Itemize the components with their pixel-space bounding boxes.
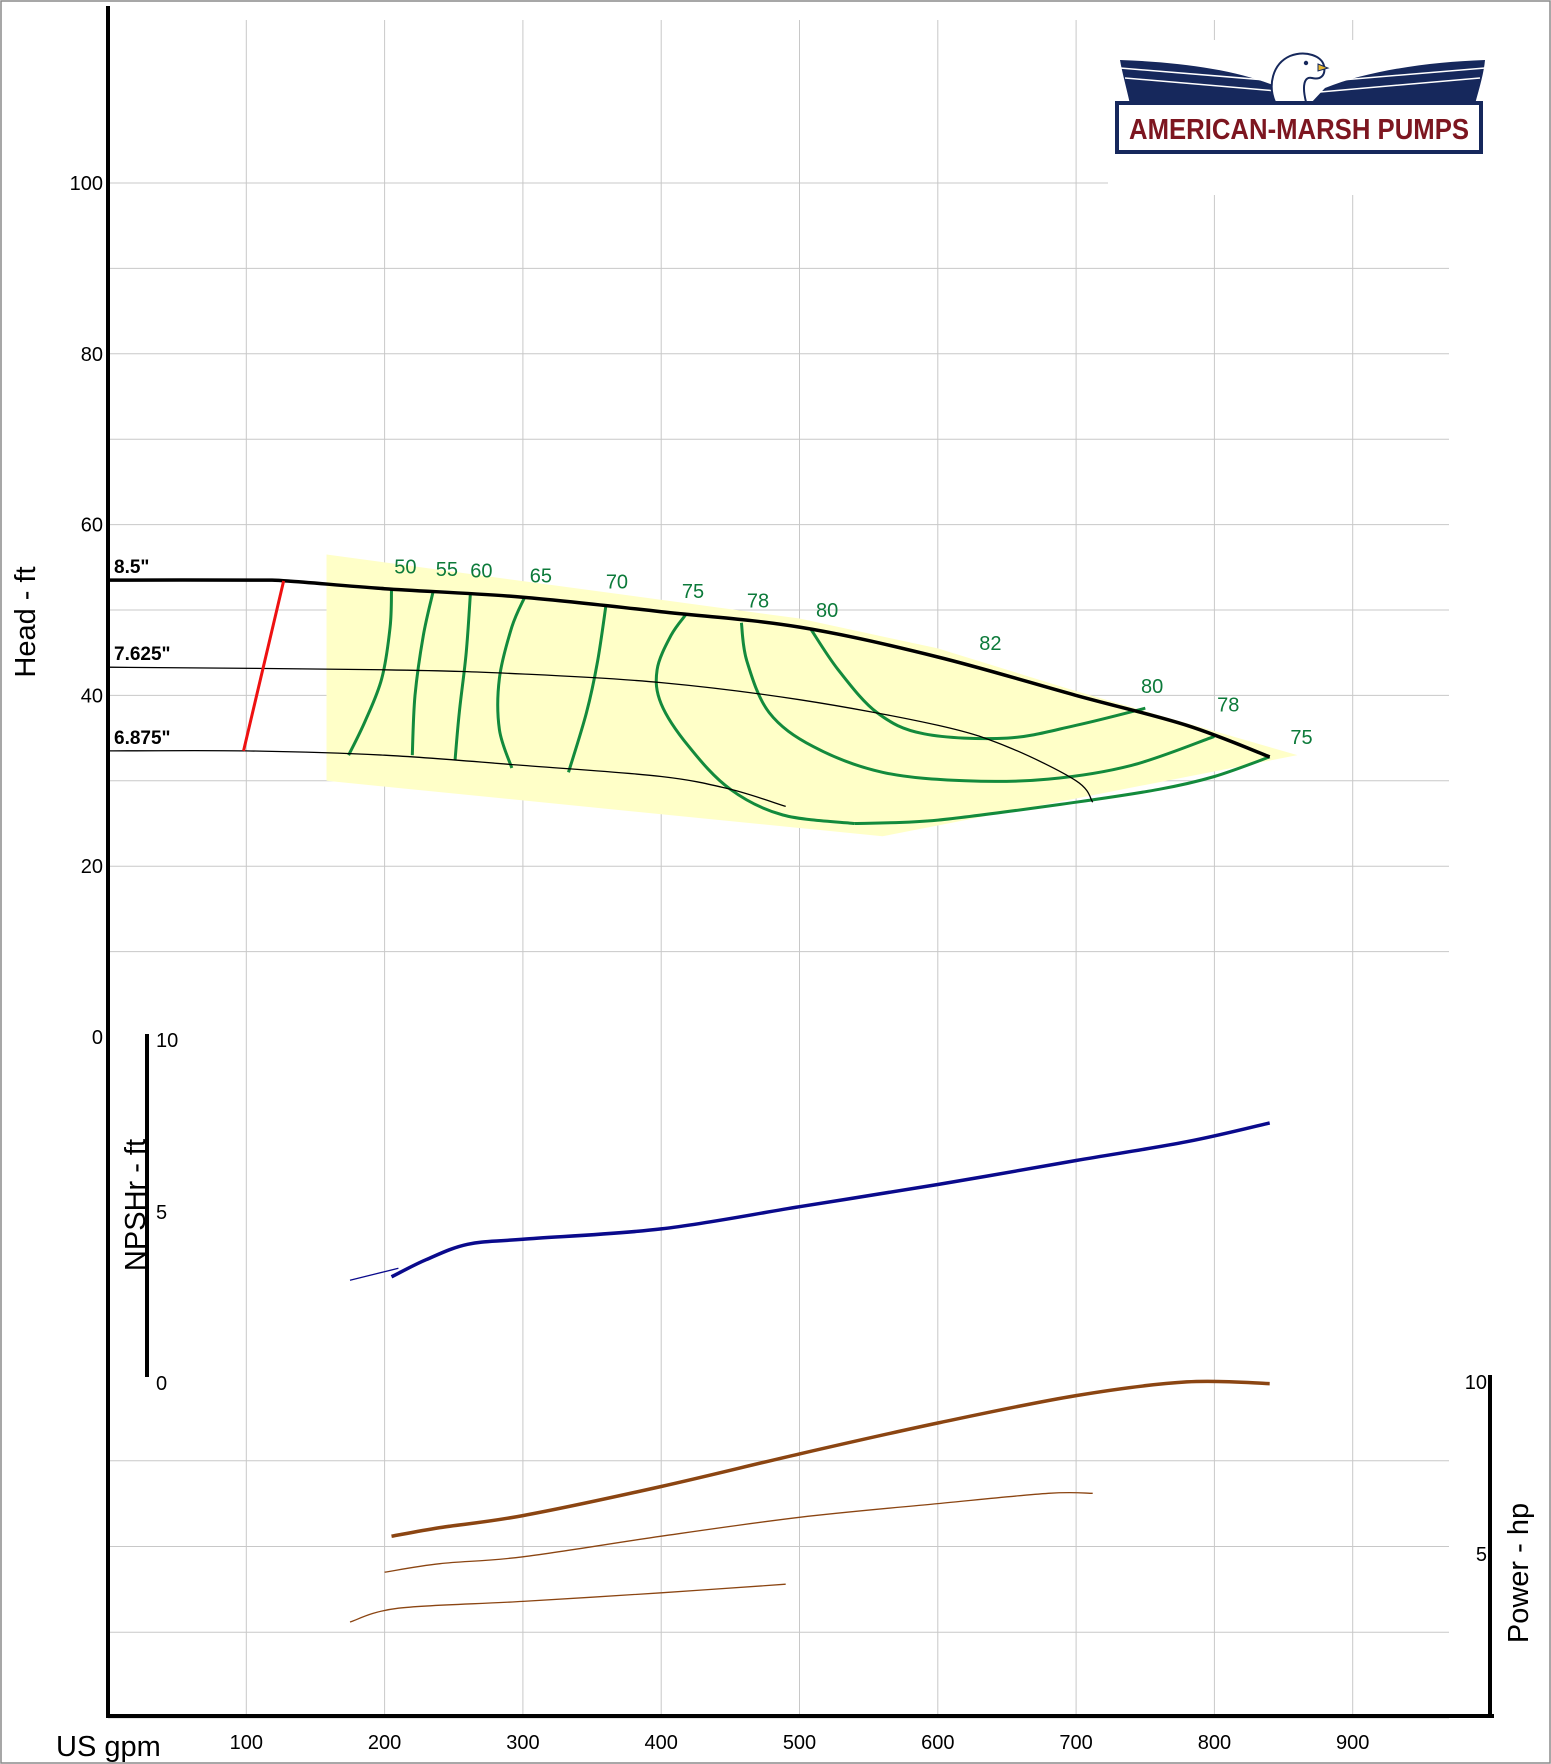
efficiency-label: 80 [816, 600, 838, 622]
efficiency-label: 78 [747, 590, 769, 612]
x-tick-label: 500 [783, 1732, 816, 1754]
efficiency-contour [347, 590, 393, 756]
head-tick-label: 0 [92, 1027, 103, 1049]
npsh-axis-title: NPSHr - ft [120, 1139, 152, 1271]
logo-plate [1115, 101, 1483, 154]
head-tick-label: 100 [70, 173, 103, 195]
flow-axis-title: US gpm [56, 1731, 161, 1763]
min-diameter-line [242, 580, 286, 752]
logo-text: AMERICAN-MARSH PUMPS [1129, 114, 1469, 146]
eagle-icon [1119, 52, 1486, 104]
power-panel [349, 1379, 1270, 1623]
x-tick-label: 900 [1336, 1732, 1369, 1754]
power-axis-title: Power - hp [1503, 1503, 1535, 1643]
impeller-diameter-label: 7.625" [114, 644, 171, 665]
npsh-tick-bottom: 0 [156, 1373, 167, 1395]
efficiency-label: 65 [530, 566, 552, 588]
efficiency-contour [854, 755, 1271, 825]
efficiency-label: 80 [1141, 676, 1163, 698]
power-tick-mid: 5 [1476, 1544, 1487, 1566]
efficiency-label: 78 [1217, 695, 1239, 717]
head-tick-label: 20 [81, 856, 103, 878]
efficiency-label: 70 [606, 572, 628, 594]
impeller-curve [107, 666, 1094, 803]
efficiency-contour [496, 597, 526, 769]
head-axis-title: Head - ft [10, 566, 42, 677]
efficiency-label: 55 [436, 559, 458, 581]
impeller-diameter-label: 6.875" [114, 728, 171, 749]
efficiency-label: 75 [1290, 727, 1312, 749]
efficiency-contour [567, 605, 608, 773]
power-curve [384, 1491, 1093, 1573]
power-tick-top: 10 [1465, 1372, 1487, 1394]
npsh-curve [349, 1267, 399, 1281]
impeller-curve [107, 578, 1271, 759]
efficiency-label: 50 [394, 556, 416, 578]
head-panel: 8.5" 7.625" 6.875" 50 55 60 65 70 75 78 80 82 80 78 75 [107, 554, 1313, 837]
x-tick-label: 700 [1059, 1732, 1092, 1754]
efficiency-label: 75 [682, 581, 704, 603]
efficiency-label: 60 [470, 561, 492, 583]
head-tick-label: 40 [81, 685, 103, 707]
power-curve [391, 1379, 1270, 1538]
x-tick-label: 400 [645, 1732, 678, 1754]
x-tick-label: 600 [921, 1732, 954, 1754]
efficiency-contour [453, 594, 472, 760]
efficiency-contour [654, 613, 855, 825]
npsh-tick-mid: 5 [156, 1202, 167, 1224]
head-tick-label: 80 [81, 344, 103, 366]
npsh-curve [390, 1121, 1271, 1279]
x-tick-label: 200 [368, 1732, 401, 1754]
efficiency-label: 82 [979, 633, 1001, 655]
efficiency-contour [809, 627, 1146, 741]
x-tick-label: 800 [1198, 1732, 1231, 1754]
npsh-panel [349, 1121, 1271, 1281]
efficiency-contour [739, 622, 1215, 783]
x-tick-label: 100 [230, 1732, 263, 1754]
efficiency-contour [410, 591, 435, 756]
head-tick-label: 60 [81, 515, 103, 537]
grid-lines [108, 20, 1449, 1719]
power-curve [349, 1583, 786, 1623]
x-tick-label: 300 [506, 1732, 539, 1754]
american-marsh-logo: AMERICAN-MARSH PUMPS [1108, 40, 1508, 195]
npsh-tick-top: 10 [156, 1030, 178, 1052]
impeller-diameter-label: 8.5" [114, 557, 149, 578]
